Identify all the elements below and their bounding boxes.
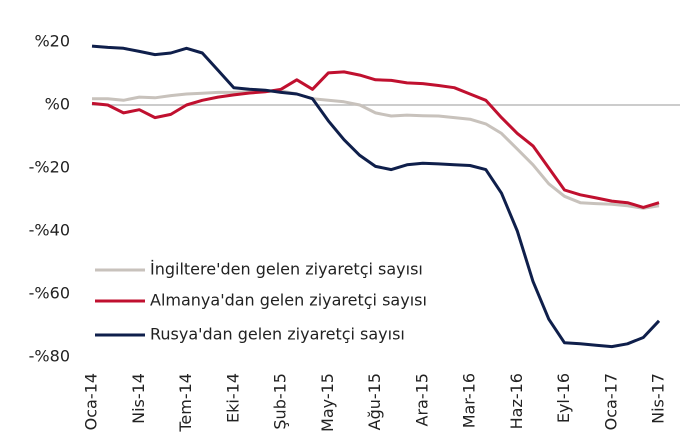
y-tick-label: -%60 bbox=[29, 284, 70, 303]
x-tick-label: Nis-17 bbox=[649, 373, 668, 424]
legend-label: Almanya'dan gelen ziyaretçi sayısı bbox=[150, 291, 427, 310]
x-tick-label: Nis-14 bbox=[129, 373, 148, 424]
x-tick-label: Tem-14 bbox=[176, 373, 195, 433]
x-tick-label: Eki-14 bbox=[223, 373, 242, 423]
x-tick-label: May-15 bbox=[318, 373, 337, 432]
x-tick-label: Haz-16 bbox=[507, 373, 526, 429]
x-tick-label: Eyl-16 bbox=[554, 373, 573, 423]
series-line bbox=[91, 70, 660, 209]
y-tick-label: %20 bbox=[34, 32, 70, 51]
legend-label: Rusya'dan gelen ziyaretçi sayısı bbox=[150, 325, 405, 344]
x-tick-label: Ara-15 bbox=[412, 373, 431, 426]
series-line bbox=[92, 89, 660, 210]
x-tick-label: Oca-17 bbox=[601, 373, 620, 430]
y-tick-label: -%40 bbox=[29, 221, 70, 240]
y-tick-label: -%20 bbox=[29, 158, 70, 177]
x-tick-label: Ağu-15 bbox=[365, 373, 384, 430]
y-tick-label: -%80 bbox=[29, 347, 70, 366]
series-line bbox=[91, 44, 661, 349]
x-tick-label: Oca-14 bbox=[82, 373, 101, 430]
y-tick-label: %0 bbox=[45, 95, 70, 114]
x-tick-label: Şub-15 bbox=[271, 373, 290, 430]
legend-label: İngiltere'den gelen ziyaretçi sayısı bbox=[150, 260, 423, 279]
x-tick-label: Mar-16 bbox=[460, 373, 479, 428]
